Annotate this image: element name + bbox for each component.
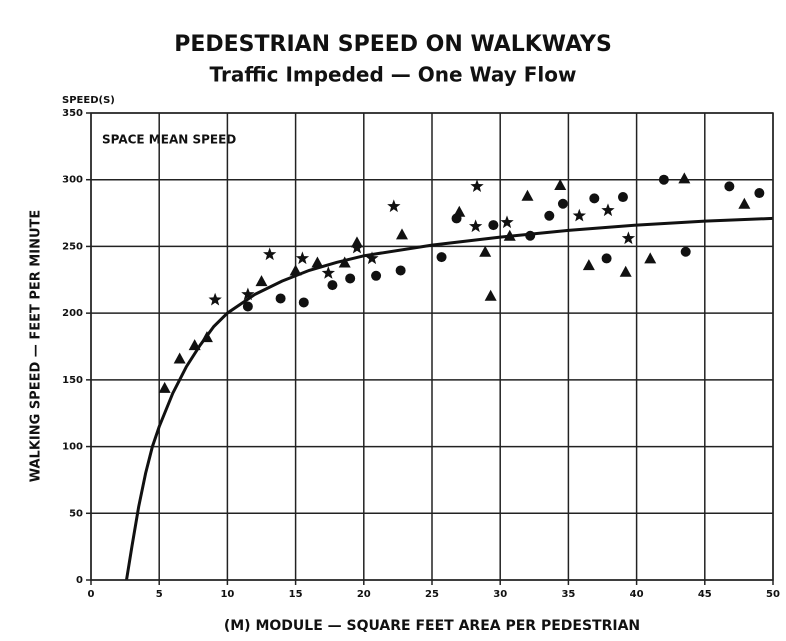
x-tick-label: 50 — [766, 589, 780, 600]
triangle-point — [158, 381, 171, 393]
triangle-point — [484, 289, 497, 301]
circle-point — [680, 246, 691, 257]
triangle-point — [554, 179, 567, 191]
triangle-point — [311, 256, 324, 268]
star-point — [469, 219, 483, 233]
circle-point — [724, 181, 735, 192]
x-tick-label: 30 — [493, 589, 507, 600]
y-tick-label: 100 — [62, 442, 83, 453]
circle-point — [242, 301, 253, 312]
x-axis-label: (M) MODULE — SQUARE FEET AREA PER PEDEST… — [224, 618, 640, 634]
circle-point — [275, 293, 286, 304]
plot-frame — [90, 112, 774, 581]
y-tick-label: 300 — [62, 175, 83, 186]
triangle-point — [644, 252, 657, 264]
triangle-point — [738, 197, 751, 209]
star-point — [295, 251, 310, 265]
star-point — [572, 208, 586, 222]
circle-point — [395, 265, 406, 276]
circle-point — [345, 273, 356, 284]
y-tick-label: 150 — [62, 375, 83, 386]
circle-point — [617, 192, 628, 203]
triangle-point — [619, 265, 632, 277]
triangle-point — [289, 264, 302, 276]
star-point — [500, 215, 514, 229]
circle-point — [298, 297, 309, 308]
triangle-point — [173, 352, 186, 364]
x-tick-label: 40 — [630, 589, 644, 600]
y-tick-label: 50 — [69, 508, 83, 519]
triangle-point — [521, 189, 534, 201]
x-tick-label: 45 — [698, 589, 712, 600]
y-axis-label: WALKING SPEED — FEET PER MINUTE — [29, 210, 44, 483]
star-point — [621, 231, 636, 245]
circle-point — [436, 252, 447, 263]
star-point — [208, 292, 222, 306]
triangle-point — [255, 275, 268, 287]
circle-point — [544, 210, 555, 221]
x-tick-label: 25 — [425, 589, 439, 600]
circle-point — [658, 174, 669, 185]
triangle-point — [395, 228, 408, 240]
circle-point — [754, 188, 765, 199]
fit-curve — [125, 216, 774, 581]
star-point — [470, 179, 484, 192]
circle-point — [557, 198, 568, 209]
triangle-point — [678, 172, 691, 184]
star-point — [387, 199, 401, 213]
x-tick-label: 5 — [156, 589, 163, 600]
x-tick-label: 35 — [561, 589, 575, 600]
y-tick-label: 250 — [62, 241, 83, 252]
star-point — [601, 203, 615, 217]
star-point — [241, 287, 255, 301]
triangle-point — [479, 245, 492, 257]
y-axis-top-label: SPEED(S) — [62, 95, 115, 106]
circle-point — [488, 220, 499, 231]
star-point — [263, 247, 277, 261]
circle-point — [451, 213, 462, 224]
circle-point — [327, 280, 338, 291]
circle-point — [601, 253, 612, 264]
chart-title: PEDESTRIAN SPEED ON WALKWAYS — [174, 32, 612, 57]
star-point — [365, 251, 379, 265]
annotation: SPACE MEAN SPEED — [102, 133, 236, 147]
triangle-point — [582, 259, 595, 271]
x-tick-label: 0 — [88, 589, 95, 600]
y-tick-label: 200 — [62, 308, 83, 319]
x-tick-label: 15 — [289, 589, 303, 600]
star-point — [350, 240, 364, 254]
y-tick-label: 0 — [76, 575, 83, 586]
chart-subtitle: Traffic Impeded — One Way Flow — [210, 63, 577, 87]
y-tick-label: 350 — [62, 108, 83, 119]
x-tick-label: 10 — [220, 589, 234, 600]
circle-point — [589, 193, 600, 204]
x-tick-label: 20 — [357, 589, 371, 600]
star-point — [321, 266, 335, 279]
circle-point — [371, 270, 382, 281]
